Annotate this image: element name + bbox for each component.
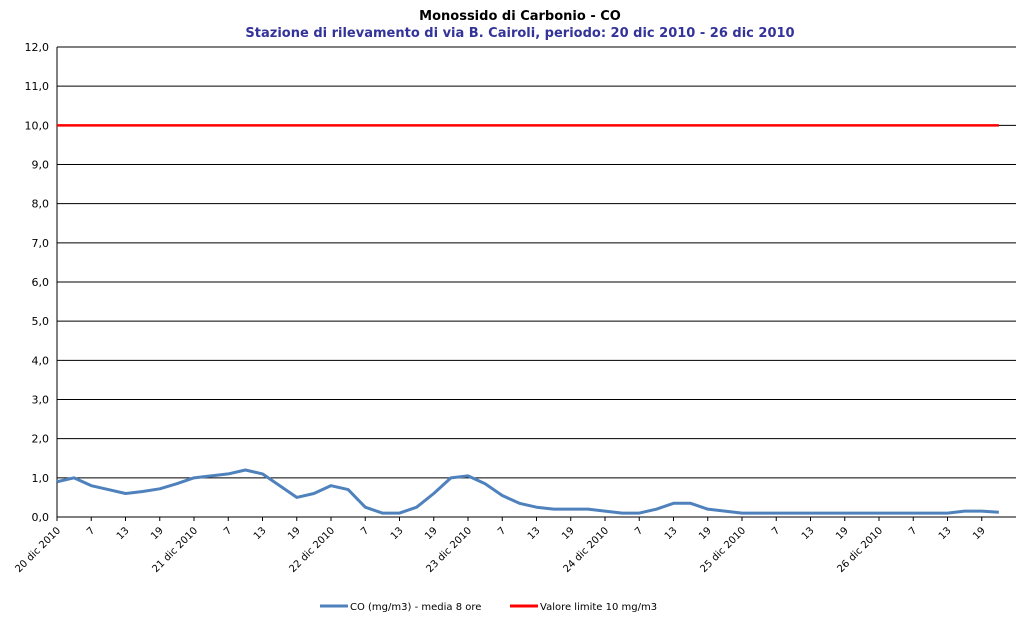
- y-tick-label: 4,0: [32, 354, 50, 367]
- y-tick-label: 12,0: [25, 41, 50, 54]
- x-tick-label: 19: [149, 525, 166, 542]
- y-tick-label: 7,0: [32, 237, 50, 250]
- x-tick-label: 13: [252, 525, 269, 542]
- y-tick-label: 0,0: [32, 511, 50, 524]
- x-tick-label: 7: [496, 525, 508, 537]
- y-tick-label: 5,0: [32, 315, 50, 328]
- x-tick-label: 19: [560, 525, 577, 542]
- x-tick-label: 7: [85, 525, 97, 537]
- chart-subtitle: Stazione di rilevamento di via B. Cairol…: [245, 26, 794, 41]
- x-tick-label: 7: [907, 525, 919, 537]
- legend-label: Valore limite 10 mg/m3: [540, 602, 657, 613]
- y-tick-label: 3,0: [32, 394, 50, 407]
- x-tick-label: 13: [526, 525, 543, 542]
- x-tick-label: 13: [937, 525, 954, 542]
- x-tick-label: 19: [834, 525, 851, 542]
- x-tick-label: 13: [389, 525, 406, 542]
- x-tick-label: 13: [115, 525, 132, 542]
- y-tick-label: 11,0: [25, 80, 50, 93]
- x-tick-label: 13: [663, 525, 680, 542]
- y-tick-label: 6,0: [32, 276, 50, 289]
- x-tick-label: 7: [770, 525, 782, 537]
- legend-label: CO (mg/m3) - media 8 ore: [350, 602, 481, 613]
- series-line: [56, 468, 999, 515]
- x-tick-label: 19: [423, 525, 440, 542]
- x-tick-label: 7: [633, 525, 645, 537]
- chart-title: Monossido di Carbonio - CO: [419, 9, 621, 24]
- y-tick-label: 2,0: [32, 433, 50, 446]
- x-tick-label: 19: [971, 525, 988, 542]
- y-tick-label: 10,0: [25, 119, 50, 132]
- y-tick-label: 8,0: [32, 198, 50, 211]
- x-tick-label: 19: [697, 525, 714, 542]
- x-tick-label: 13: [800, 525, 817, 542]
- y-tick-label: 9,0: [32, 159, 50, 172]
- y-tick-label: 1,0: [32, 472, 50, 485]
- x-tick-label: 20 dic 2010: [14, 525, 64, 575]
- x-tick-label: 7: [222, 525, 234, 537]
- x-tick-label: 19: [286, 525, 303, 542]
- x-tick-label: 7: [359, 525, 371, 537]
